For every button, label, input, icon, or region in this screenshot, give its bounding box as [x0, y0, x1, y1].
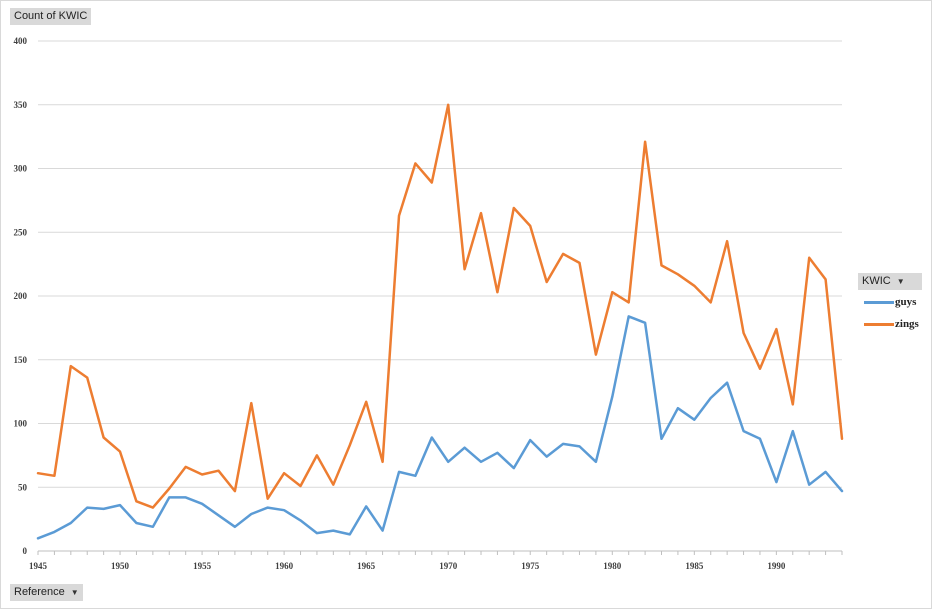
y-tick-label: 150 — [14, 355, 28, 365]
legend-item-zings: zings — [864, 317, 919, 331]
legend-label-zings: zings — [895, 318, 919, 330]
legend-label-guys: guys — [895, 296, 917, 308]
legend-field-label: KWIC — [862, 275, 891, 287]
x-tick-label: 1975 — [521, 561, 540, 571]
x-tick-label: 1985 — [685, 561, 704, 571]
y-tick-label: 350 — [14, 100, 28, 110]
dropdown-arrow-icon: ▼ — [70, 588, 79, 597]
y-tick-label: 200 — [14, 291, 28, 301]
series-line-zings — [36, 103, 844, 509]
legend-field-button[interactable]: KWIC ▼ — [858, 273, 922, 290]
x-axis: 1945 1950 1955 1960 1965 1970 1975 1980 1985 1990 — [29, 551, 843, 571]
gridlines — [38, 40, 842, 552]
value-field-label: Count of KWIC — [14, 10, 88, 22]
axis-field-label: Reference — [14, 586, 65, 598]
x-tick-label: 1950 — [111, 561, 130, 571]
x-tick-label: 1945 — [29, 561, 48, 571]
x-tick-label: 1960 — [275, 561, 294, 571]
value-field-button[interactable]: Count of KWIC — [10, 8, 92, 25]
dropdown-arrow-icon: ▼ — [896, 277, 905, 286]
y-tick-label: 100 — [14, 419, 28, 429]
y-axis: 0 50 100 150 200 250 300 350 400 — [14, 36, 28, 556]
legend-swatch-zings — [864, 322, 894, 326]
x-tick-label: 1955 — [193, 561, 212, 571]
x-tick-label: 1965 — [357, 561, 376, 571]
legend-swatch-guys — [864, 300, 894, 304]
x-tick-label: 1970 — [439, 561, 458, 571]
y-tick-label: 250 — [14, 227, 28, 237]
legend-item-guys: guys — [864, 295, 916, 309]
x-tick-label: 1980 — [603, 561, 622, 571]
series-line-guys — [36, 315, 844, 540]
axis-field-button[interactable]: Reference ▼ — [10, 584, 83, 601]
series-group — [36, 103, 844, 540]
y-tick-label: 400 — [14, 36, 28, 46]
y-tick-label: 50 — [18, 482, 28, 492]
x-tick-label: 1990 — [767, 561, 786, 571]
y-tick-label: 0 — [23, 546, 28, 556]
y-tick-label: 300 — [14, 164, 28, 174]
legend: KWIC ▼ guys zings — [858, 273, 922, 330]
